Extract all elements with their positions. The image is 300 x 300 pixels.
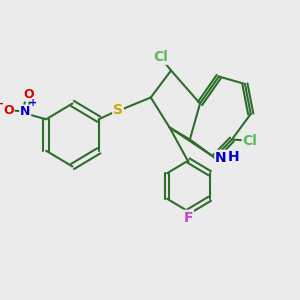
Text: +: +	[29, 98, 38, 108]
Text: O: O	[23, 88, 34, 101]
Text: O: O	[3, 104, 14, 117]
Text: H: H	[227, 150, 239, 164]
Text: Cl: Cl	[154, 50, 168, 64]
Text: -: -	[0, 99, 3, 109]
Text: N: N	[215, 151, 227, 164]
Text: S: S	[113, 103, 123, 116]
Text: F: F	[184, 211, 193, 224]
Text: N: N	[20, 105, 31, 118]
Text: Cl: Cl	[242, 134, 257, 148]
